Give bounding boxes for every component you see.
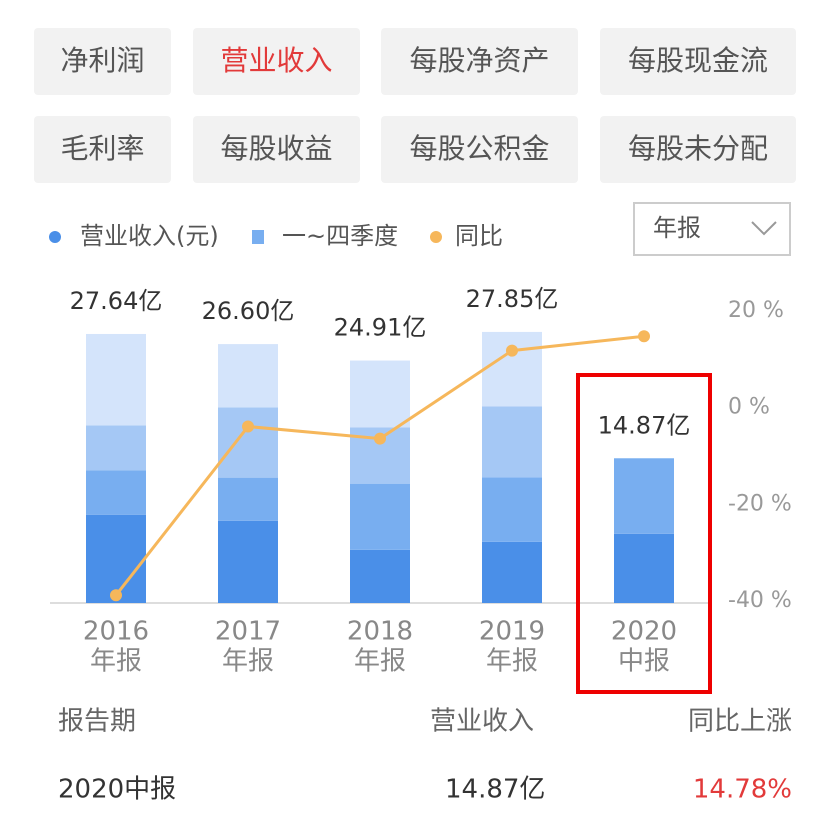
- y2-tick-label: -20 %: [728, 491, 792, 516]
- tab-label[interactable]: 每股公积金: [409, 132, 549, 165]
- y2-tick-label: 20 %: [728, 298, 784, 323]
- x-tick-label: 年报: [354, 647, 406, 677]
- legend-marker: [430, 231, 442, 243]
- dropdown[interactable]: [633, 202, 791, 256]
- bar-segment: [350, 549, 410, 603]
- legend-marker: [49, 231, 61, 243]
- y2-tick-label: -40 %: [728, 588, 792, 613]
- bar-total-label: 26.60亿: [202, 297, 295, 325]
- highlight-box: [576, 373, 712, 694]
- table-cell: 2020中报: [58, 775, 176, 805]
- legend-label: 同比: [455, 222, 503, 250]
- tab[interactable]: [193, 116, 360, 183]
- bar-total-label: 27.85亿: [466, 285, 559, 313]
- x-tick-label: 2020: [611, 617, 677, 647]
- x-tick-label: 中报: [618, 647, 670, 677]
- bar-segment: [614, 533, 674, 603]
- bar-segment: [482, 541, 542, 603]
- table-cell: 14.87亿: [445, 775, 545, 805]
- tab[interactable]: [381, 116, 578, 183]
- x-tick-label: 年报: [222, 647, 274, 677]
- bar-segment: [218, 344, 278, 408]
- bar-segment: [482, 331, 542, 407]
- tab[interactable]: [193, 28, 360, 95]
- legend-label: 营业收入(元): [80, 222, 219, 250]
- bar-segment: [218, 520, 278, 603]
- bar-segment: [614, 458, 674, 534]
- bar-segment: [86, 514, 146, 603]
- bar-segment: [350, 360, 410, 428]
- tab[interactable]: [600, 28, 796, 95]
- yoy-point: [374, 432, 386, 445]
- yoy-point: [638, 330, 650, 343]
- tab-label[interactable]: 每股现金流: [628, 44, 768, 77]
- bar-segment: [86, 470, 146, 515]
- tab-label[interactable]: 每股未分配: [628, 132, 768, 165]
- tab-label[interactable]: 营业收入: [220, 44, 332, 77]
- tab[interactable]: [381, 28, 578, 95]
- bar-segment: [86, 333, 146, 426]
- dropdown-label[interactable]: 年报: [653, 214, 701, 242]
- bar-total-label: 27.64亿: [70, 287, 163, 315]
- bar-segment: [482, 477, 542, 542]
- bar-segment: [350, 483, 410, 550]
- legend-label: 一~四季度: [282, 222, 398, 250]
- x-tick-label: 年报: [90, 647, 142, 677]
- table-header: 营业收入: [430, 707, 534, 737]
- table-cell: 14.78%: [693, 775, 792, 805]
- x-tick-label: 2019: [479, 617, 545, 647]
- yoy-point: [242, 420, 254, 433]
- tab-label[interactable]: 每股净资产: [409, 44, 549, 77]
- bar-total-label: 14.87亿: [598, 411, 691, 439]
- bar-segment: [482, 406, 542, 478]
- legend-marker: [252, 230, 264, 244]
- tab-label[interactable]: 净利润: [60, 44, 144, 77]
- x-tick-label: 2018: [347, 617, 413, 647]
- bar-segment: [218, 407, 278, 478]
- tab[interactable]: [34, 28, 171, 95]
- bar-total-label: 24.91亿: [334, 314, 427, 342]
- tab-label[interactable]: 每股收益: [220, 132, 332, 165]
- tab[interactable]: [600, 116, 796, 183]
- dropdown-arrow[interactable]: [751, 221, 777, 236]
- tab-label[interactable]: 毛利率: [60, 132, 144, 165]
- yoy-point: [506, 344, 518, 357]
- bar-segment: [86, 425, 146, 471]
- y2-tick-label: 0 %: [728, 395, 770, 420]
- table-header: 同比上涨: [688, 707, 792, 737]
- tab[interactable]: [34, 116, 171, 183]
- yoy-point: [110, 589, 122, 602]
- x-tick-label: 2017: [215, 617, 281, 647]
- x-tick-label: 年报: [486, 647, 538, 677]
- bar-segment: [218, 477, 278, 521]
- table-header: 报告期: [58, 707, 136, 737]
- x-tick-label: 2016: [83, 617, 149, 647]
